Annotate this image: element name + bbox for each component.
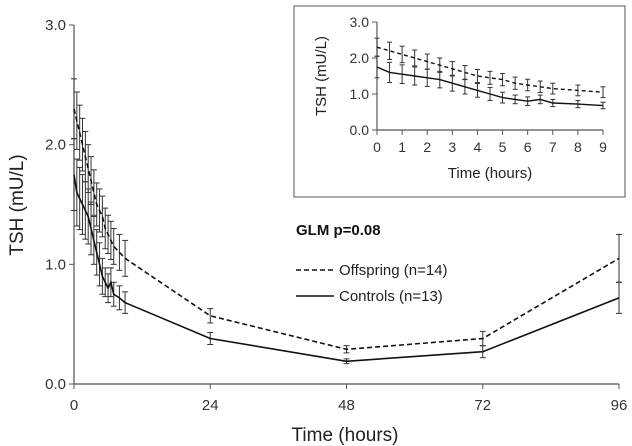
main-offspring-errorbar-7 [90, 169, 97, 216]
main-offspring-errorbar-17 [207, 308, 214, 324]
inset-ytick-label-1: 1.0 [350, 86, 370, 102]
inset-xtick-label-8: 8 [574, 139, 582, 155]
inset-offspring-errorbar-14 [550, 82, 556, 95]
main-offspring-line [73, 108, 620, 351]
main-ytick-label-0: 0.0 [45, 376, 66, 393]
main-y-ticks: 0.0 1.0 2.0 3.0 [45, 17, 74, 393]
legend-offspring-label: Offspring (n=14) [339, 262, 448, 279]
main-ytick-label-1: 1.0 [45, 256, 66, 273]
inset-xtick-label-1: 1 [398, 139, 406, 155]
inset-offspring-errorbar-1 [387, 41, 393, 60]
main-xtick-label-2: 48 [338, 397, 355, 414]
inset-ytick-label-2: 2.0 [350, 50, 370, 66]
inset-offspring-errorbar-3 [412, 49, 418, 67]
main-xtick-label-1: 24 [202, 397, 219, 414]
inset-y-axis-label: TSH (mU/L) [313, 36, 330, 116]
main-plot: 0.01.02.03.0 0 24 48 72 96 Time (hours) TSH … [7, 17, 627, 446]
inset-offspring-errorbar-8 [474, 69, 480, 83]
legend: Offspring (n=14) Controls (n=13) [296, 262, 448, 305]
main-ytick-label-3: 3.0 [45, 17, 66, 34]
inset-offspring-errorbar-9 [487, 70, 493, 85]
inset-xtick-label-5: 5 [499, 139, 507, 155]
inset-controls-line [376, 66, 604, 107]
main-offspring-errorbar-5 [85, 144, 92, 194]
inset-y-ticks: 0.0 1.0 2.0 3.0 [350, 14, 377, 138]
inset-xtick-label-7: 7 [549, 139, 557, 155]
inset-xtick-label-0: 0 [373, 139, 381, 155]
inset-xtick-label-3: 3 [448, 139, 456, 155]
inset-frame [293, 5, 626, 198]
inset-xtick-label-4: 4 [474, 139, 482, 155]
inset-xtick-label-9: 9 [599, 139, 607, 155]
inset-xtick-label-2: 2 [423, 139, 431, 155]
inset-xtick-label-6: 6 [524, 139, 532, 155]
inset-controls-errorbar-16 [600, 101, 606, 110]
main-y-axis-label: TSH (mU/L) [7, 154, 28, 255]
inset-x-axis-label: Time (hours) [448, 165, 532, 182]
main-offspring-errorbar-0 [71, 78, 77, 140]
main-offspring-errorbar-14 [110, 227, 117, 265]
inset-series [374, 37, 606, 110]
main-x-ticks: 0 24 48 72 96 [70, 384, 628, 414]
inset-ytick-label-0: 0.0 [350, 122, 370, 138]
inset-x-ticks: 0 1 2 3 4 5 6 7 8 9 [373, 130, 607, 155]
main-xtick-label-4: 96 [611, 397, 628, 414]
main-controls-line [73, 174, 620, 363]
main-series [71, 78, 622, 365]
glm-annotation: GLM p=0.08 [296, 222, 381, 239]
inset-ytick-label-3: 3.0 [350, 14, 370, 30]
inset-plot: 0.0 1.0 2.0 3.0 0 1 2 3 4 5 6 7 8 9 Time (hours) TSH… [293, 5, 626, 198]
main-x-axis-label: Time (hours) [292, 425, 399, 446]
inset-offspring-errorbar-2 [399, 45, 405, 64]
main-xtick-label-3: 72 [474, 397, 491, 414]
main-offspring-errorbar-10 [99, 195, 106, 238]
main-ytick-label-2: 2.0 [45, 137, 66, 154]
legend-controls-label: Controls (n=13) [339, 288, 443, 305]
main-xtick-label-0: 0 [70, 397, 78, 414]
